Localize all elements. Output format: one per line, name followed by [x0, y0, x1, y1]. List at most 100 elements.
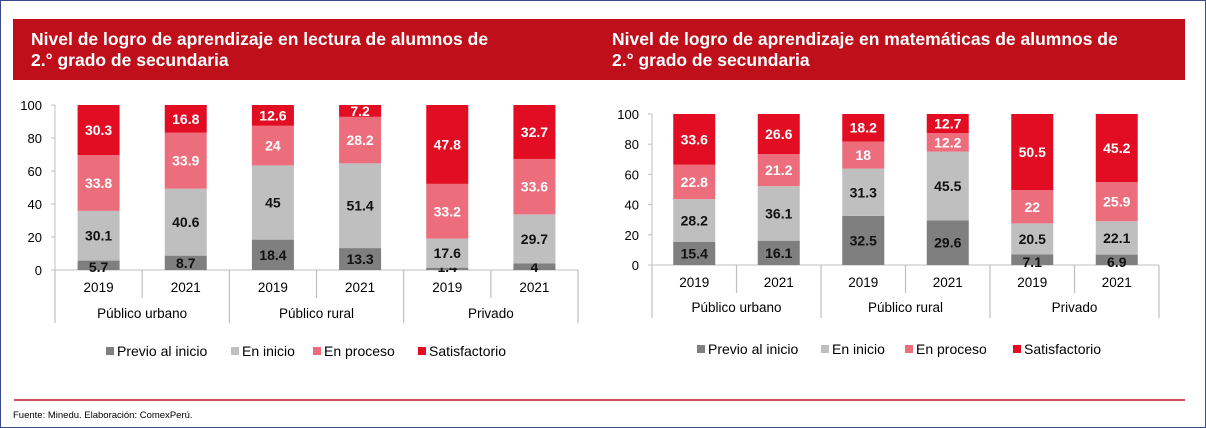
- bar-segment-satisfactorio: [513, 105, 556, 159]
- y-tick-label: 80: [28, 131, 42, 146]
- y-tick-label: 20: [625, 228, 639, 243]
- x-tick-label-year: 2021: [1102, 275, 1132, 290]
- bar-segment-inicio: [757, 186, 800, 241]
- bar-segment-proceso: [1011, 190, 1054, 224]
- bar-segment-inicio: [251, 165, 294, 240]
- x-group-label: Público urbano: [97, 306, 187, 321]
- bar-segment-previo: [757, 240, 800, 265]
- legend-swatch-previo: [697, 345, 705, 353]
- bar-segment-satisfactorio: [164, 105, 207, 133]
- legend-label: Satisfactorio: [429, 343, 506, 359]
- footer-rule: [14, 399, 1185, 401]
- data-label: 47.8: [434, 136, 461, 152]
- bar-segment-proceso: [513, 158, 556, 215]
- bar-segment-inicio: [1011, 223, 1054, 255]
- bar-segment-proceso: [251, 125, 294, 166]
- data-label: 4: [531, 259, 539, 275]
- x-group-label: Público rural: [868, 300, 943, 315]
- bar-segment-satisfactorio: [251, 105, 294, 126]
- data-label: 18.4: [259, 247, 286, 263]
- y-tick-label: 60: [28, 164, 42, 179]
- x-group-label: Público rural: [279, 306, 354, 321]
- data-label: 15.4: [681, 245, 708, 261]
- legend-label: En proceso: [324, 343, 395, 359]
- y-tick-label: 60: [625, 167, 639, 182]
- data-label: 22.1: [1103, 230, 1130, 246]
- data-label: 32.7: [521, 124, 548, 140]
- y-tick-label: 100: [20, 98, 42, 113]
- data-label: 40.6: [172, 214, 199, 230]
- legend-swatch-proceso: [905, 345, 913, 353]
- data-label: 33.6: [521, 179, 548, 195]
- bar-segment-previo: [842, 215, 885, 265]
- bar-segment-previo: [77, 260, 120, 270]
- legend-label: En inicio: [832, 341, 885, 357]
- data-label: 50.5: [1019, 144, 1046, 160]
- legend-swatch-inicio: [821, 345, 829, 353]
- bar-segment-satisfactorio: [926, 114, 969, 134]
- bar-segment-inicio: [513, 214, 556, 264]
- x-tick-label-year: 2019: [1017, 275, 1047, 290]
- data-label: 29.6: [934, 235, 961, 251]
- data-label: 16.1: [765, 245, 792, 261]
- data-label: 16.8: [172, 111, 199, 127]
- bar-segment-proceso: [426, 183, 469, 239]
- bar-segment-inicio: [426, 238, 469, 268]
- data-label: 30.1: [85, 228, 112, 244]
- legend-swatch-inicio: [231, 347, 239, 355]
- legend-label: En proceso: [916, 341, 987, 357]
- bar-segment-proceso: [339, 116, 382, 164]
- bar-segment-inicio: [926, 151, 969, 221]
- data-label: 13.3: [346, 251, 373, 267]
- chart-title-matematicas: Nivel de logro de aprendizaje en matemát…: [600, 19, 1185, 80]
- data-label: 32.5: [850, 232, 877, 248]
- data-label: 51.4: [346, 198, 373, 214]
- data-label: 26.6: [765, 126, 792, 142]
- bar-segment-previo: [1011, 254, 1054, 265]
- bar-segment-proceso: [164, 132, 207, 189]
- data-label: 5.7: [89, 259, 109, 275]
- x-group-label: Privado: [1052, 300, 1098, 315]
- legend-label: Previo al inicio: [708, 341, 798, 357]
- x-tick-label-year: 2021: [171, 280, 201, 295]
- data-label: 30.3: [85, 122, 112, 138]
- x-tick-label-year: 2019: [432, 280, 462, 295]
- y-tick-label: 20: [28, 230, 42, 245]
- bar-segment-satisfactorio: [1011, 114, 1054, 191]
- bar-segment-proceso: [1095, 182, 1138, 222]
- chart-title-line: 2.° grado de secundaria: [31, 50, 229, 70]
- data-label: 17.6: [434, 245, 461, 261]
- bar-segment-previo: [426, 267, 469, 270]
- chart-title-line: Nivel de logro de aprendizaje en lectura…: [31, 29, 489, 49]
- bar-segment-satisfactorio: [757, 114, 800, 155]
- data-label: 6.9: [1107, 254, 1127, 270]
- data-label: 12.7: [934, 116, 961, 132]
- bar-segment-inicio: [1095, 221, 1138, 255]
- bar-segment-satisfactorio: [77, 105, 120, 156]
- data-label: 45: [265, 195, 281, 211]
- legend-swatch-satisfactorio: [1013, 345, 1021, 353]
- data-label: 45.2: [1103, 140, 1130, 156]
- legend-label: Satisfactorio: [1024, 341, 1101, 357]
- y-tick-label: 0: [35, 263, 42, 278]
- chart-title-line: 2.° grado de secundaria: [612, 50, 810, 70]
- chart-title-lectura: Nivel de logro de aprendizaje en lectura…: [13, 19, 600, 80]
- bar-segment-proceso: [673, 164, 716, 200]
- bar-segment-proceso: [77, 155, 120, 211]
- x-tick-label-year: 2019: [679, 275, 709, 290]
- data-label: 20.5: [1019, 231, 1046, 247]
- bar-segment-previo: [251, 239, 294, 270]
- x-tick-label-year: 2019: [258, 280, 288, 295]
- data-label: 22.8: [681, 174, 708, 190]
- data-label: 36.1: [765, 205, 792, 221]
- x-tick-label-year: 2019: [84, 280, 114, 295]
- data-label: 31.3: [850, 184, 877, 200]
- x-tick-label-year: 2021: [764, 275, 794, 290]
- data-label: 25.9: [1103, 194, 1130, 210]
- data-label: 18.2: [850, 120, 877, 136]
- legend-label: En inicio: [242, 343, 295, 359]
- bar-segment-previo: [673, 241, 716, 265]
- bar-segment-inicio: [339, 163, 382, 249]
- data-label: 28.2: [681, 212, 708, 228]
